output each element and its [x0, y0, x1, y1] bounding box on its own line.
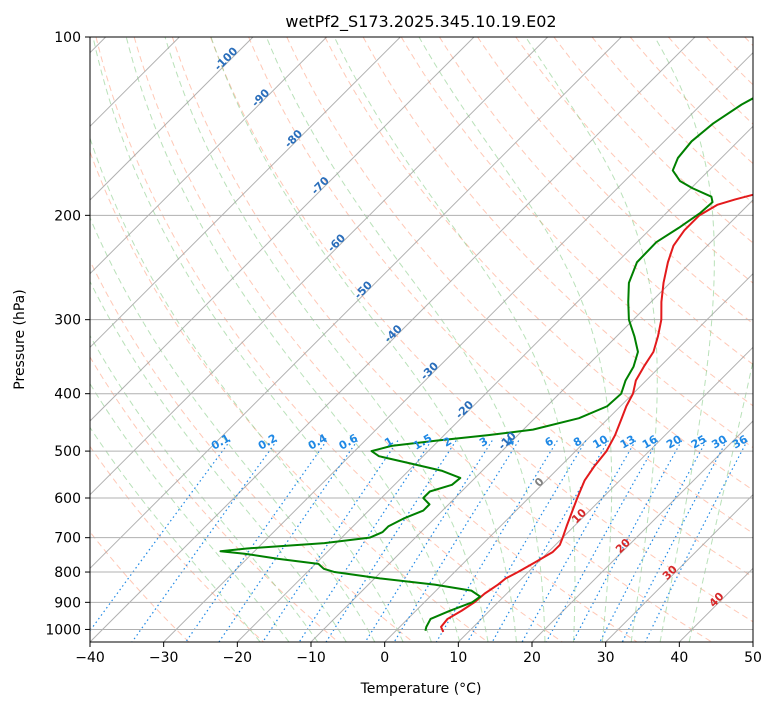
background-lines: [90, 37, 753, 642]
moist-adiabat-line: [654, 37, 715, 642]
mixing-ratio-line: [90, 440, 231, 632]
dry-adiabat-line: [286, 37, 753, 534]
isotherm-line: [384, 272, 753, 642]
isotherm-line: [90, 37, 254, 201]
dry-adiabat-line: [210, 37, 753, 623]
x-tick-label: −30: [149, 650, 179, 666]
x-tick-label: −10: [296, 650, 326, 666]
y-tick-label: 100: [54, 30, 81, 46]
plot-frame: [89, 36, 754, 643]
moist-adiabat-line: [418, 37, 613, 642]
dry-adiabat-line: [324, 37, 753, 491]
moist-adiabat-line: [90, 426, 261, 642]
isotherm-line: [90, 37, 696, 642]
dry-adiabat-line: [248, 37, 753, 578]
y-tick-label: 400: [54, 387, 81, 403]
isotherm-line: [163, 51, 753, 642]
isotherm-line: [90, 37, 401, 349]
axis-layer: −40 −30 −20 −10 0 10 20 30 40 50 100 200 300 400 500 60…: [45, 30, 762, 666]
mixing-ratio-line: [218, 440, 358, 642]
isotherm-line: [90, 37, 549, 496]
x-tick-label: −40: [75, 650, 105, 666]
y-tick-label: 700: [54, 531, 81, 547]
y-tick-label: 1000: [45, 622, 81, 638]
mixing-ratio-line: [599, 440, 707, 642]
moist-adiabat-line: [688, 358, 753, 642]
dry-adiabat-line: [90, 150, 488, 642]
moist-adiabat-line: [333, 37, 576, 642]
dry-adiabat-line: [171, 37, 712, 642]
temperature-profile-line: [440, 193, 753, 633]
moist-adiabat-line: [92, 37, 432, 642]
mixing-ratio-line: [364, 440, 493, 642]
y-axis-label: Pressure (hPa): [12, 289, 28, 389]
y-tick-label: 300: [54, 313, 81, 329]
mixing-ratio-line: [435, 440, 558, 642]
x-tick-label: 40: [670, 650, 688, 666]
dry-adiabat-line: [90, 259, 414, 642]
isotherm-line: [457, 346, 753, 642]
x-tick-label: 0: [380, 650, 389, 666]
isotherm-line: [90, 37, 475, 422]
dry-adiabat-line: [439, 37, 753, 366]
chart-title: wetPf2_S173.2025.345.10.19.E02: [285, 12, 556, 32]
moist-adiabat-line: [90, 280, 347, 642]
dry-adiabat-line: [133, 37, 638, 642]
x-axis-label: Temperature (°C): [360, 681, 482, 697]
isotherm-line: [531, 420, 753, 642]
moist-adiabat-line: [125, 37, 461, 642]
dry-adiabat-line: [553, 37, 753, 244]
series-layer: [219, 97, 753, 633]
moist-adiabat-line: [90, 136, 404, 642]
moist-adiabat-line: [90, 382, 290, 642]
moist-adiabat-line: [90, 334, 319, 642]
y-tick-label: 900: [54, 595, 81, 611]
mixing-ratio-line: [621, 440, 728, 642]
moist-adiabat-line: [265, 37, 546, 642]
dry-adiabat-line: [90, 356, 339, 642]
y-tick-label: 600: [54, 491, 81, 507]
isotherm-line: [310, 199, 753, 642]
dewpoint-profile-line: [219, 97, 753, 631]
mixing-ratio-line: [466, 440, 587, 642]
mixing-ratio-line: [185, 440, 328, 642]
isotherm-line: [605, 493, 753, 642]
x-tick-label: 10: [449, 650, 467, 666]
moist-adiabat-line: [164, 37, 489, 642]
dry-adiabat-line: [400, 37, 753, 407]
mixing-ratio-line: [491, 440, 609, 642]
isotherm-line: [90, 37, 328, 275]
y-tick-label: 200: [54, 208, 81, 224]
x-tick-label: 30: [597, 650, 615, 666]
dry-adiabat-line: [591, 37, 753, 204]
mixing-ratio-line: [131, 440, 278, 642]
x-tick-label: 50: [744, 650, 762, 666]
moist-adiabat-line: [525, 37, 658, 642]
x-tick-label: 20: [523, 650, 541, 666]
moist-adiabat-line: [90, 216, 376, 642]
y-tick-label: 800: [54, 565, 81, 581]
dry-adiabat-line: [90, 445, 264, 642]
mixing-ratio-line: [644, 440, 748, 642]
mixing-ratio-line: [262, 440, 399, 642]
isotherm-line: [90, 37, 622, 570]
x-tick-label: −20: [223, 650, 253, 666]
dry-adiabat-line: [95, 37, 563, 642]
moist-adiabat-line: [210, 37, 517, 642]
y-tick-label: 500: [54, 444, 81, 460]
